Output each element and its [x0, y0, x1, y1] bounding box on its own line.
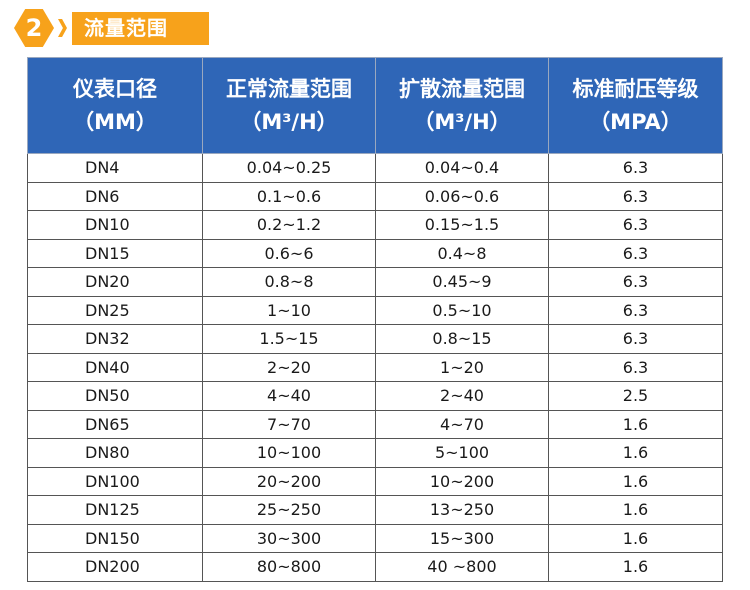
normal-flow-cell: 20~200	[202, 466, 376, 496]
normal-flow-cell: 0.2~1.2	[202, 210, 376, 240]
table-row: DN20 0.8~8 0.45~9 6.3	[27, 267, 723, 297]
extended-flow-cell: 10~200	[375, 466, 549, 496]
table-row: DN50 4~40 2~40 2.5	[27, 381, 723, 411]
table-row: DN80 10~100 5~100 1.6	[27, 438, 723, 468]
column-header-unit: （MM）	[73, 109, 157, 134]
extended-flow-cell: 5~100	[375, 438, 549, 468]
pressure-cell: 6.3	[548, 210, 723, 240]
normal-flow-cell: 1.5~15	[202, 324, 376, 354]
column-header-label: 仪表口径	[73, 76, 157, 101]
normal-flow-cell: 10~100	[202, 438, 376, 468]
table-row: DN25 1~10 0.5~10 6.3	[27, 295, 723, 325]
extended-flow-cell: 4~70	[375, 409, 549, 439]
flow-range-table: 仪表口径 （MM） 正常流量范围 （M³/H） 扩散流量范围 （M³/H） 标准…	[27, 57, 723, 582]
section-number-badge: 2	[14, 9, 54, 47]
extended-flow-cell: 0.45~9	[375, 267, 549, 297]
column-header-unit: （M³/H）	[240, 109, 338, 134]
extended-flow-cell: 13~250	[375, 495, 549, 525]
table-row: DN40 2~20 1~20 6.3	[27, 352, 723, 382]
pressure-cell: 2.5	[548, 381, 723, 411]
column-header-caliber: 仪表口径 （MM）	[27, 57, 203, 154]
pressure-cell: 6.3	[548, 352, 723, 382]
normal-flow-cell: 80~800	[202, 552, 376, 582]
pressure-cell: 1.6	[548, 438, 723, 468]
pressure-cell: 1.6	[548, 552, 723, 582]
normal-flow-cell: 25~250	[202, 495, 376, 525]
section-header: 2 流量范围	[14, 9, 211, 47]
extended-flow-cell: 0.8~15	[375, 324, 549, 354]
extended-flow-cell: 15~300	[375, 523, 549, 553]
extended-flow-cell: 0.06~0.6	[375, 181, 549, 211]
normal-flow-cell: 0.04~0.25	[202, 153, 376, 183]
extended-flow-cell: 0.04~0.4	[375, 153, 549, 183]
caliber-cell: DN40	[27, 352, 203, 382]
caliber-cell: DN25	[27, 295, 203, 325]
extended-flow-cell: 0.5~10	[375, 295, 549, 325]
table-row: DN125 25~250 13~250 1.6	[27, 495, 723, 525]
table-row: DN4 0.04~0.25 0.04~0.4 6.3	[27, 153, 723, 183]
column-header-unit: （M³/H）	[413, 109, 511, 134]
table-row: DN150 30~300 15~300 1.6	[27, 523, 723, 553]
table-header-row: 仪表口径 （MM） 正常流量范围 （M³/H） 扩散流量范围 （M³/H） 标准…	[27, 57, 723, 154]
column-header-pressure: 标准耐压等级 （MPA）	[548, 57, 723, 154]
pressure-cell: 1.6	[548, 523, 723, 553]
normal-flow-cell: 0.6~6	[202, 238, 376, 268]
normal-flow-cell: 4~40	[202, 381, 376, 411]
pressure-cell: 1.6	[548, 466, 723, 496]
pressure-cell: 6.3	[548, 153, 723, 183]
table-row: DN65 7~70 4~70 1.6	[27, 409, 723, 439]
extended-flow-cell: 2~40	[375, 381, 549, 411]
caliber-cell: DN4	[27, 153, 203, 183]
extended-flow-cell: 40 ~800	[375, 552, 549, 582]
section-title: 流量范围	[72, 12, 209, 45]
table-row: DN6 0.1~0.6 0.06~0.6 6.3	[27, 181, 723, 211]
column-header-label: 正常流量范围	[226, 76, 352, 101]
caliber-cell: DN32	[27, 324, 203, 354]
pressure-cell: 6.3	[548, 295, 723, 325]
pressure-cell: 1.6	[548, 495, 723, 525]
pressure-cell: 6.3	[548, 324, 723, 354]
chevron-right-icon	[58, 19, 67, 37]
normal-flow-cell: 30~300	[202, 523, 376, 553]
extended-flow-cell: 0.15~1.5	[375, 210, 549, 240]
column-header-extended-flow: 扩散流量范围 （M³/H）	[375, 57, 549, 154]
pressure-cell: 1.6	[548, 409, 723, 439]
table-row: DN200 80~800 40 ~800 1.6	[27, 552, 723, 582]
caliber-cell: DN100	[27, 466, 203, 496]
caliber-cell: DN125	[27, 495, 203, 525]
caliber-cell: DN15	[27, 238, 203, 268]
column-header-unit: （MPA）	[589, 109, 682, 134]
table-row: DN32 1.5~15 0.8~15 6.3	[27, 324, 723, 354]
table-row: DN10 0.2~1.2 0.15~1.5 6.3	[27, 210, 723, 240]
pressure-cell: 6.3	[548, 267, 723, 297]
pressure-cell: 6.3	[548, 181, 723, 211]
normal-flow-cell: 2~20	[202, 352, 376, 382]
column-header-label: 扩散流量范围	[399, 76, 525, 101]
caliber-cell: DN65	[27, 409, 203, 439]
normal-flow-cell: 1~10	[202, 295, 376, 325]
caliber-cell: DN80	[27, 438, 203, 468]
caliber-cell: DN10	[27, 210, 203, 240]
caliber-cell: DN50	[27, 381, 203, 411]
normal-flow-cell: 0.8~8	[202, 267, 376, 297]
column-header-normal-flow: 正常流量范围 （M³/H）	[202, 57, 376, 154]
caliber-cell: DN6	[27, 181, 203, 211]
table-row: DN15 0.6~6 0.4~8 6.3	[27, 238, 723, 268]
column-header-label: 标准耐压等级	[572, 76, 699, 101]
caliber-cell: DN200	[27, 552, 203, 582]
normal-flow-cell: 0.1~0.6	[202, 181, 376, 211]
extended-flow-cell: 1~20	[375, 352, 549, 382]
extended-flow-cell: 0.4~8	[375, 238, 549, 268]
caliber-cell: DN150	[27, 523, 203, 553]
caliber-cell: DN20	[27, 267, 203, 297]
table-row: DN100 20~200 10~200 1.6	[27, 466, 723, 496]
normal-flow-cell: 7~70	[202, 409, 376, 439]
pressure-cell: 6.3	[548, 238, 723, 268]
